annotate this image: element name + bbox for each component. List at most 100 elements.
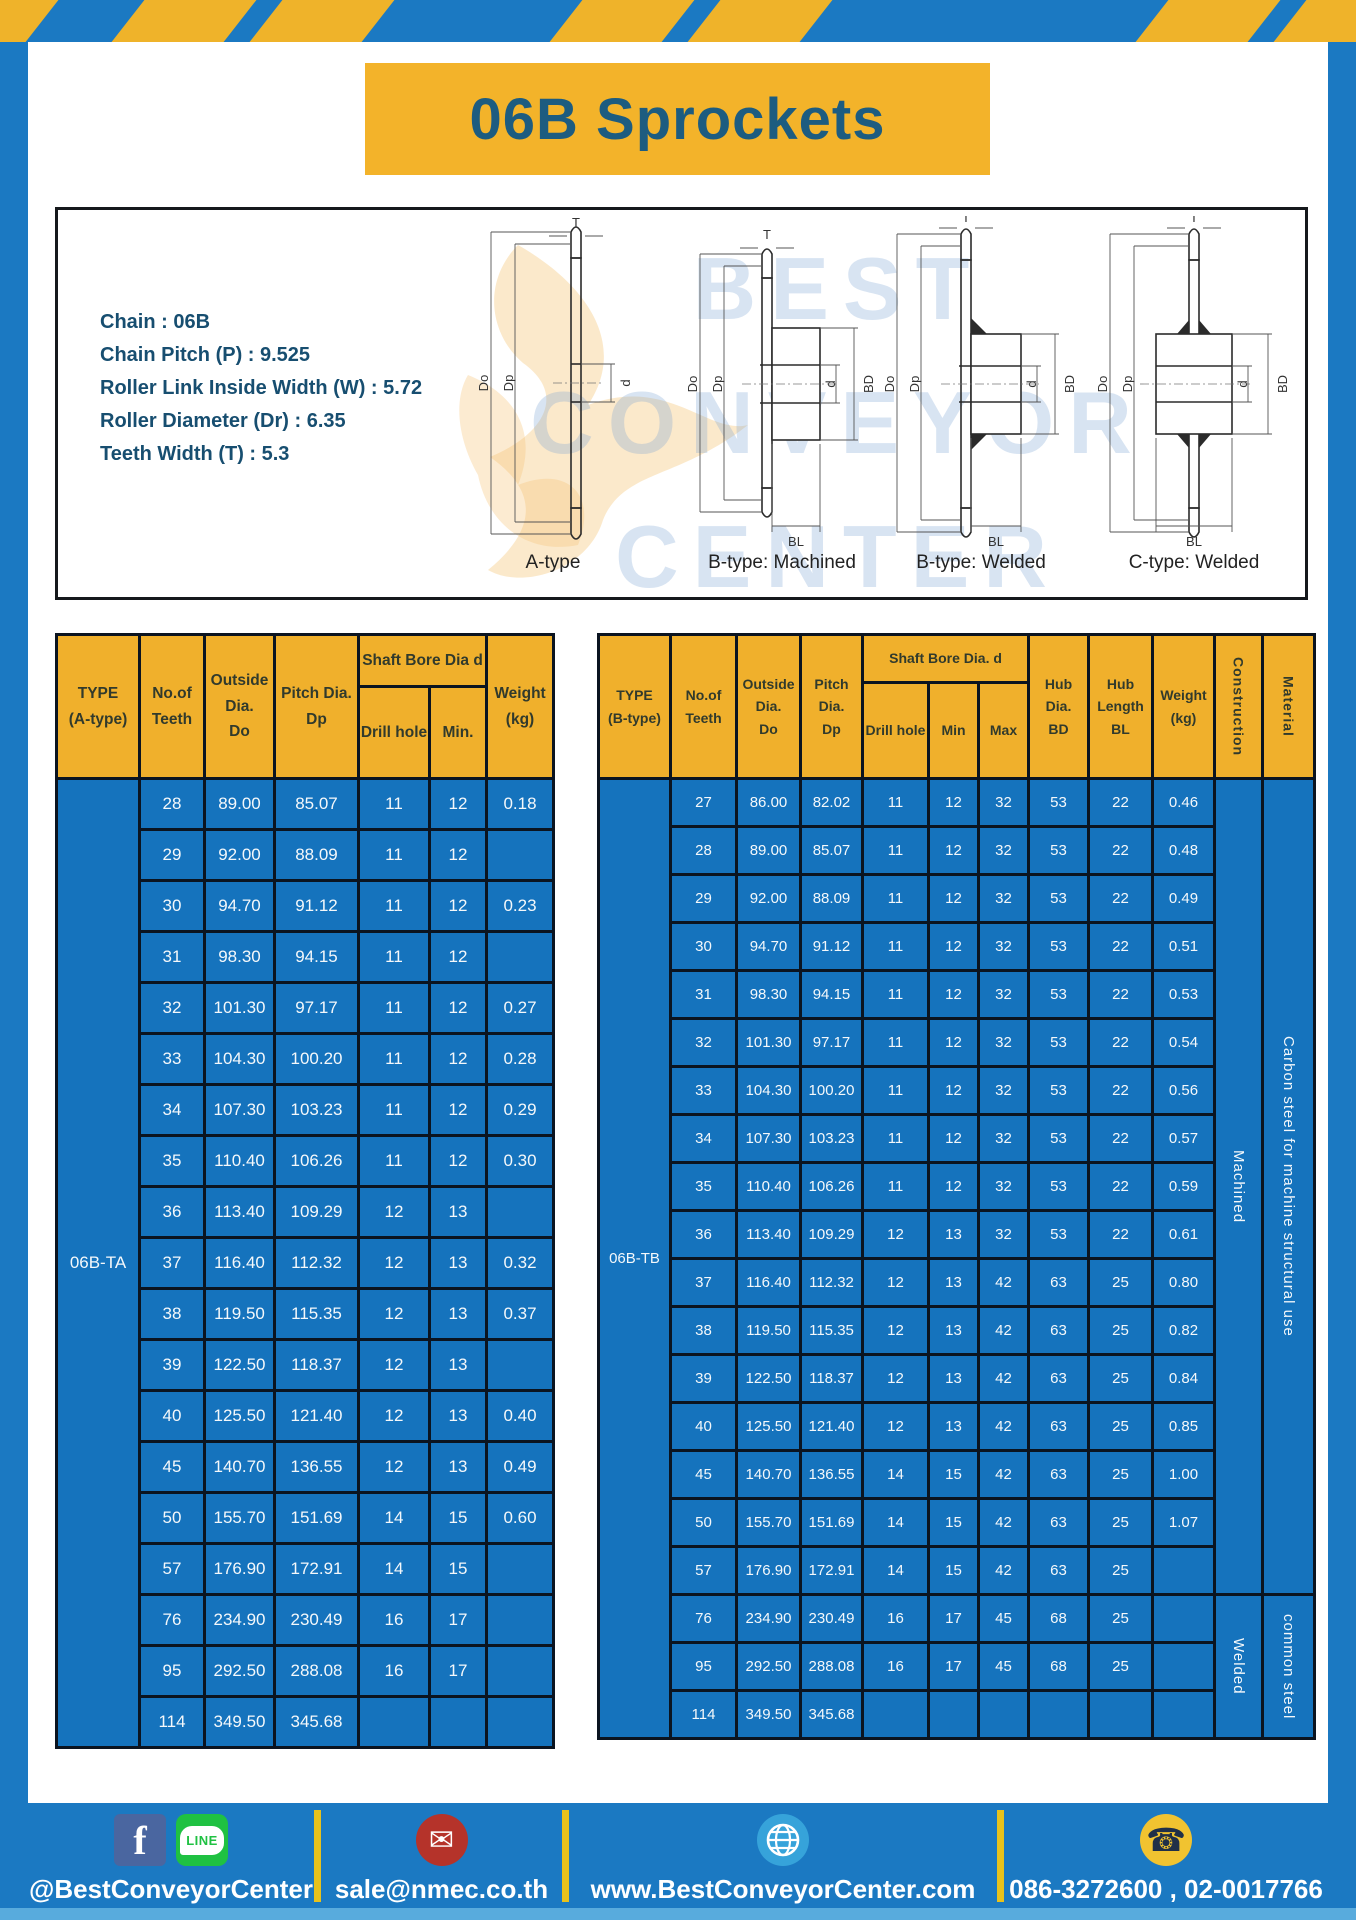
table-cell: 109.29 (799, 1209, 864, 1260)
table-cell: 25 (1087, 1497, 1155, 1548)
table-cell: 0.56 (1151, 1065, 1217, 1116)
table-cell: 0.57 (1151, 1113, 1217, 1164)
table-cell: 349.50 (735, 1689, 802, 1740)
table-cell: 53 (1027, 1209, 1091, 1260)
table-cell: 114 (138, 1695, 206, 1749)
table-cell: 53 (1027, 1065, 1091, 1116)
table-cell: 17 (427, 1644, 489, 1698)
table-row: 30 94.70 91.12 11 12 0.23 (57, 879, 556, 933)
spec-line: Roller Link Inside Width (W) : 5.72 (100, 377, 423, 399)
table-cell: 68 (1027, 1641, 1091, 1692)
table-cell: 63 (1027, 1305, 1091, 1356)
table-cell: 119.50 (735, 1305, 802, 1356)
table-row: 76 234.90 230.49 16 17 45 68 25 Welded common ste… (599, 1593, 1317, 1740)
table-row: 35 110.40 106.26 11 12 0.30 (57, 1134, 556, 1188)
svg-text:d: d (823, 380, 838, 387)
table-cell: 12 (427, 930, 489, 984)
table-cell: 97.17 (273, 981, 360, 1035)
table-cell: 0.37 (485, 1287, 556, 1341)
table-row: 38 119.50 115.35 12 13 42 63 25 0.82 (599, 1305, 1315, 1356)
table-cell: 63 (1027, 1545, 1091, 1596)
table-cell: 172.91 (799, 1545, 864, 1596)
diagonal-stripe (102, 0, 266, 42)
table-cell: 85.07 (273, 777, 360, 831)
diagram-caption: B-type: Machined (708, 552, 856, 573)
table-row: 34 107.30 103.23 11 12 0.29 (57, 1083, 556, 1137)
table-cell: 25 (1087, 1449, 1155, 1500)
svg-text:Do: Do (1095, 376, 1110, 393)
table-cell: 230.49 (273, 1593, 360, 1647)
table-cell: 29 (669, 873, 738, 924)
table-cell: 234.90 (203, 1593, 276, 1647)
table-row: 57 176.90 172.91 14 15 (57, 1542, 556, 1596)
svg-text:BL: BL (1186, 534, 1202, 549)
table-cell: 12 (357, 1440, 431, 1494)
table-cell: 13 (927, 1257, 980, 1308)
table-row: 29 92.00 88.09 11 12 (57, 828, 556, 882)
table-cell: 25 (1087, 1593, 1155, 1644)
table-cell: 100.20 (799, 1065, 864, 1116)
footer-website-section: www.BestConveyorCenter.com (569, 1803, 997, 1908)
table-cell: 22 (1087, 969, 1155, 1020)
table-row: 32 101.30 97.17 11 12 32 53 22 0.54 (599, 1017, 1315, 1068)
table-cell: 25 (1087, 1257, 1155, 1308)
table-cell: 15 (927, 1545, 980, 1596)
table-cell (1151, 1545, 1217, 1596)
table-row: 76 234.90 230.49 16 17 (57, 1593, 556, 1647)
diagonal-stripe (678, 0, 842, 42)
table-row: 30 94.70 91.12 11 12 32 53 22 0.51 (599, 921, 1315, 972)
page-title: 06B Sprockets (469, 86, 886, 152)
table-cell: 57 (138, 1542, 206, 1596)
table-cell: 36 (669, 1209, 738, 1260)
table-cell: 32 (976, 921, 1031, 972)
table-cell: 125.50 (735, 1401, 802, 1452)
table-cell: 31 (138, 930, 206, 984)
table-cell (485, 1338, 556, 1392)
table-cell: 53 (1027, 825, 1091, 876)
svg-text:BD: BD (1062, 375, 1077, 393)
table-cell: 53 (1027, 1113, 1091, 1164)
svg-text:T: T (763, 227, 771, 242)
table-cell: 101.30 (735, 1017, 802, 1068)
table-cell: 22 (1087, 873, 1155, 924)
table-cell: 22 (1087, 777, 1155, 828)
diagram-caption: B-type: Welded (916, 552, 1046, 573)
svg-text:Dp: Dp (501, 375, 516, 392)
col-header-hub-dia: Hub Dia. BD (1027, 633, 1091, 780)
table-cell: 112.32 (273, 1236, 360, 1290)
table-cell: 25 (1087, 1353, 1155, 1404)
table-cell: 13 (927, 1305, 980, 1356)
table-cell: 0.32 (485, 1236, 556, 1290)
footer-email-section: ✉ sale@nmec.co.th (321, 1803, 562, 1908)
table-cell: 0.51 (1151, 921, 1217, 972)
table-cell: 22 (1087, 921, 1155, 972)
phone-numbers: 086-3272600 , 02-0017766 (1009, 1874, 1323, 1904)
table-cell: 176.90 (735, 1545, 802, 1596)
table-cell: 12 (927, 825, 980, 876)
table-cell (485, 1185, 556, 1239)
table-cell: 32 (976, 825, 1031, 876)
table-cell: 12 (927, 921, 980, 972)
table-cell: 25 (1087, 1641, 1155, 1692)
table-cell: 12 (927, 777, 980, 828)
table-cell: 12 (927, 1113, 980, 1164)
table-cell (357, 1695, 431, 1749)
table-cell: 22 (1087, 1065, 1155, 1116)
table-cell: 32 (976, 969, 1031, 1020)
table-cell: 92.00 (203, 828, 276, 882)
table-cell: 11 (861, 777, 930, 828)
table-cell: 11 (357, 879, 431, 933)
svg-text:T: T (572, 216, 580, 230)
table-cell: 89.00 (203, 777, 276, 831)
material-cell: Carbon steel for machine structural use (1261, 777, 1317, 1596)
table-cell: 140.70 (735, 1449, 802, 1500)
table-cell: 116.40 (203, 1236, 276, 1290)
table-cell: 45 (669, 1449, 738, 1500)
table-cell: 94.15 (273, 930, 360, 984)
table-cell: 12 (927, 873, 980, 924)
svg-text:T: T (1190, 216, 1198, 225)
table-cell (427, 1695, 489, 1749)
line-glyph: LINE (180, 1825, 224, 1855)
table-cell: 63 (1027, 1449, 1091, 1500)
table-cell: 42 (976, 1353, 1031, 1404)
